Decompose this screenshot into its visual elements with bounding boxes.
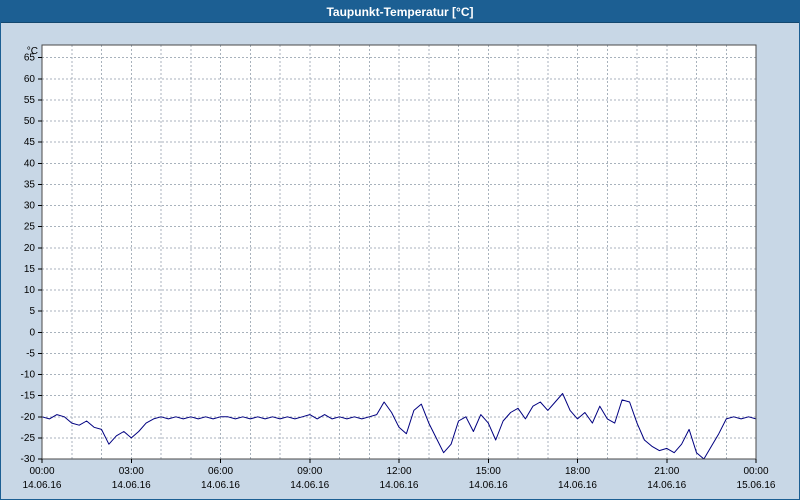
svg-text:14.06.16: 14.06.16 — [469, 480, 508, 491]
svg-text:15:00: 15:00 — [476, 466, 501, 477]
svg-text:09:00: 09:00 — [297, 466, 322, 477]
gridlines — [42, 45, 756, 459]
window-title: Taupunkt-Temperatur [°C] — [326, 5, 474, 19]
svg-text:14.06.16: 14.06.16 — [647, 480, 686, 491]
svg-text:55: 55 — [24, 95, 36, 106]
svg-text:0: 0 — [29, 327, 35, 338]
svg-text:65: 65 — [24, 53, 36, 64]
svg-text:30: 30 — [24, 201, 36, 212]
svg-text:40: 40 — [24, 158, 36, 169]
svg-text:35: 35 — [24, 179, 36, 190]
svg-text:00:00: 00:00 — [743, 466, 768, 477]
svg-text:03:00: 03:00 — [119, 466, 144, 477]
svg-text:-15: -15 — [21, 391, 36, 402]
svg-text:25: 25 — [24, 222, 36, 233]
svg-text:14.06.16: 14.06.16 — [380, 480, 419, 491]
x-axis-labels: 00:00 14.06.16 03:00 14.06.16 06:00 14.06.16 0… — [23, 459, 776, 491]
svg-text:-20: -20 — [21, 412, 36, 423]
plot-background — [42, 45, 756, 459]
svg-text:06:00: 06:00 — [208, 466, 233, 477]
svg-text:12:00: 12:00 — [386, 466, 411, 477]
svg-text:14.06.16: 14.06.16 — [112, 480, 151, 491]
svg-text:50: 50 — [24, 116, 36, 127]
svg-text:60: 60 — [24, 74, 36, 85]
svg-text:-5: -5 — [26, 348, 35, 359]
chart-area: 65 60 55 50 45 40 35 30 25 20 15 10 5 0 -5 -10 -15 -20 -25… — [1, 23, 799, 499]
svg-text:45: 45 — [24, 137, 36, 148]
svg-text:14.06.16: 14.06.16 — [23, 480, 62, 491]
svg-text:15: 15 — [24, 264, 36, 275]
y-axis-unit-label: °C — [27, 46, 38, 57]
svg-text:-10: -10 — [21, 370, 36, 381]
series-line — [41, 393, 757, 460]
dewpoint-temperature-chart: 65605550454035302520151050-5-10-15-20-25… — [21, 44, 776, 491]
window-title-bar: Taupunkt-Temperatur [°C] — [1, 1, 799, 23]
svg-text:-25: -25 — [21, 433, 36, 444]
svg-text:18:00: 18:00 — [565, 466, 590, 477]
svg-text:20: 20 — [24, 243, 36, 254]
svg-text:14.06.16: 14.06.16 — [290, 480, 329, 491]
svg-text:5: 5 — [29, 306, 35, 317]
svg-text:-30: -30 — [21, 454, 36, 465]
svg-text:10: 10 — [24, 285, 36, 296]
y-axis-labels: 65605550454035302520151050-5-10-15-20-25… — [21, 53, 42, 465]
svg-text:15.06.16: 15.06.16 — [737, 480, 776, 491]
svg-text:14.06.16: 14.06.16 — [558, 480, 597, 491]
svg-text:00:00: 00:00 — [29, 466, 54, 477]
svg-text:14.06.16: 14.06.16 — [201, 480, 240, 491]
svg-text:21:00: 21:00 — [654, 466, 679, 477]
